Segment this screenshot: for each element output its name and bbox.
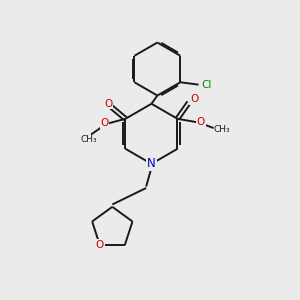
Text: O: O: [190, 94, 198, 104]
Text: O: O: [96, 240, 104, 250]
Text: Cl: Cl: [202, 80, 212, 90]
Text: O: O: [104, 99, 112, 109]
Text: CH₃: CH₃: [80, 135, 97, 144]
Text: O: O: [100, 118, 109, 128]
Text: N: N: [147, 157, 156, 170]
Text: CH₃: CH₃: [214, 125, 230, 134]
Text: O: O: [196, 118, 205, 128]
